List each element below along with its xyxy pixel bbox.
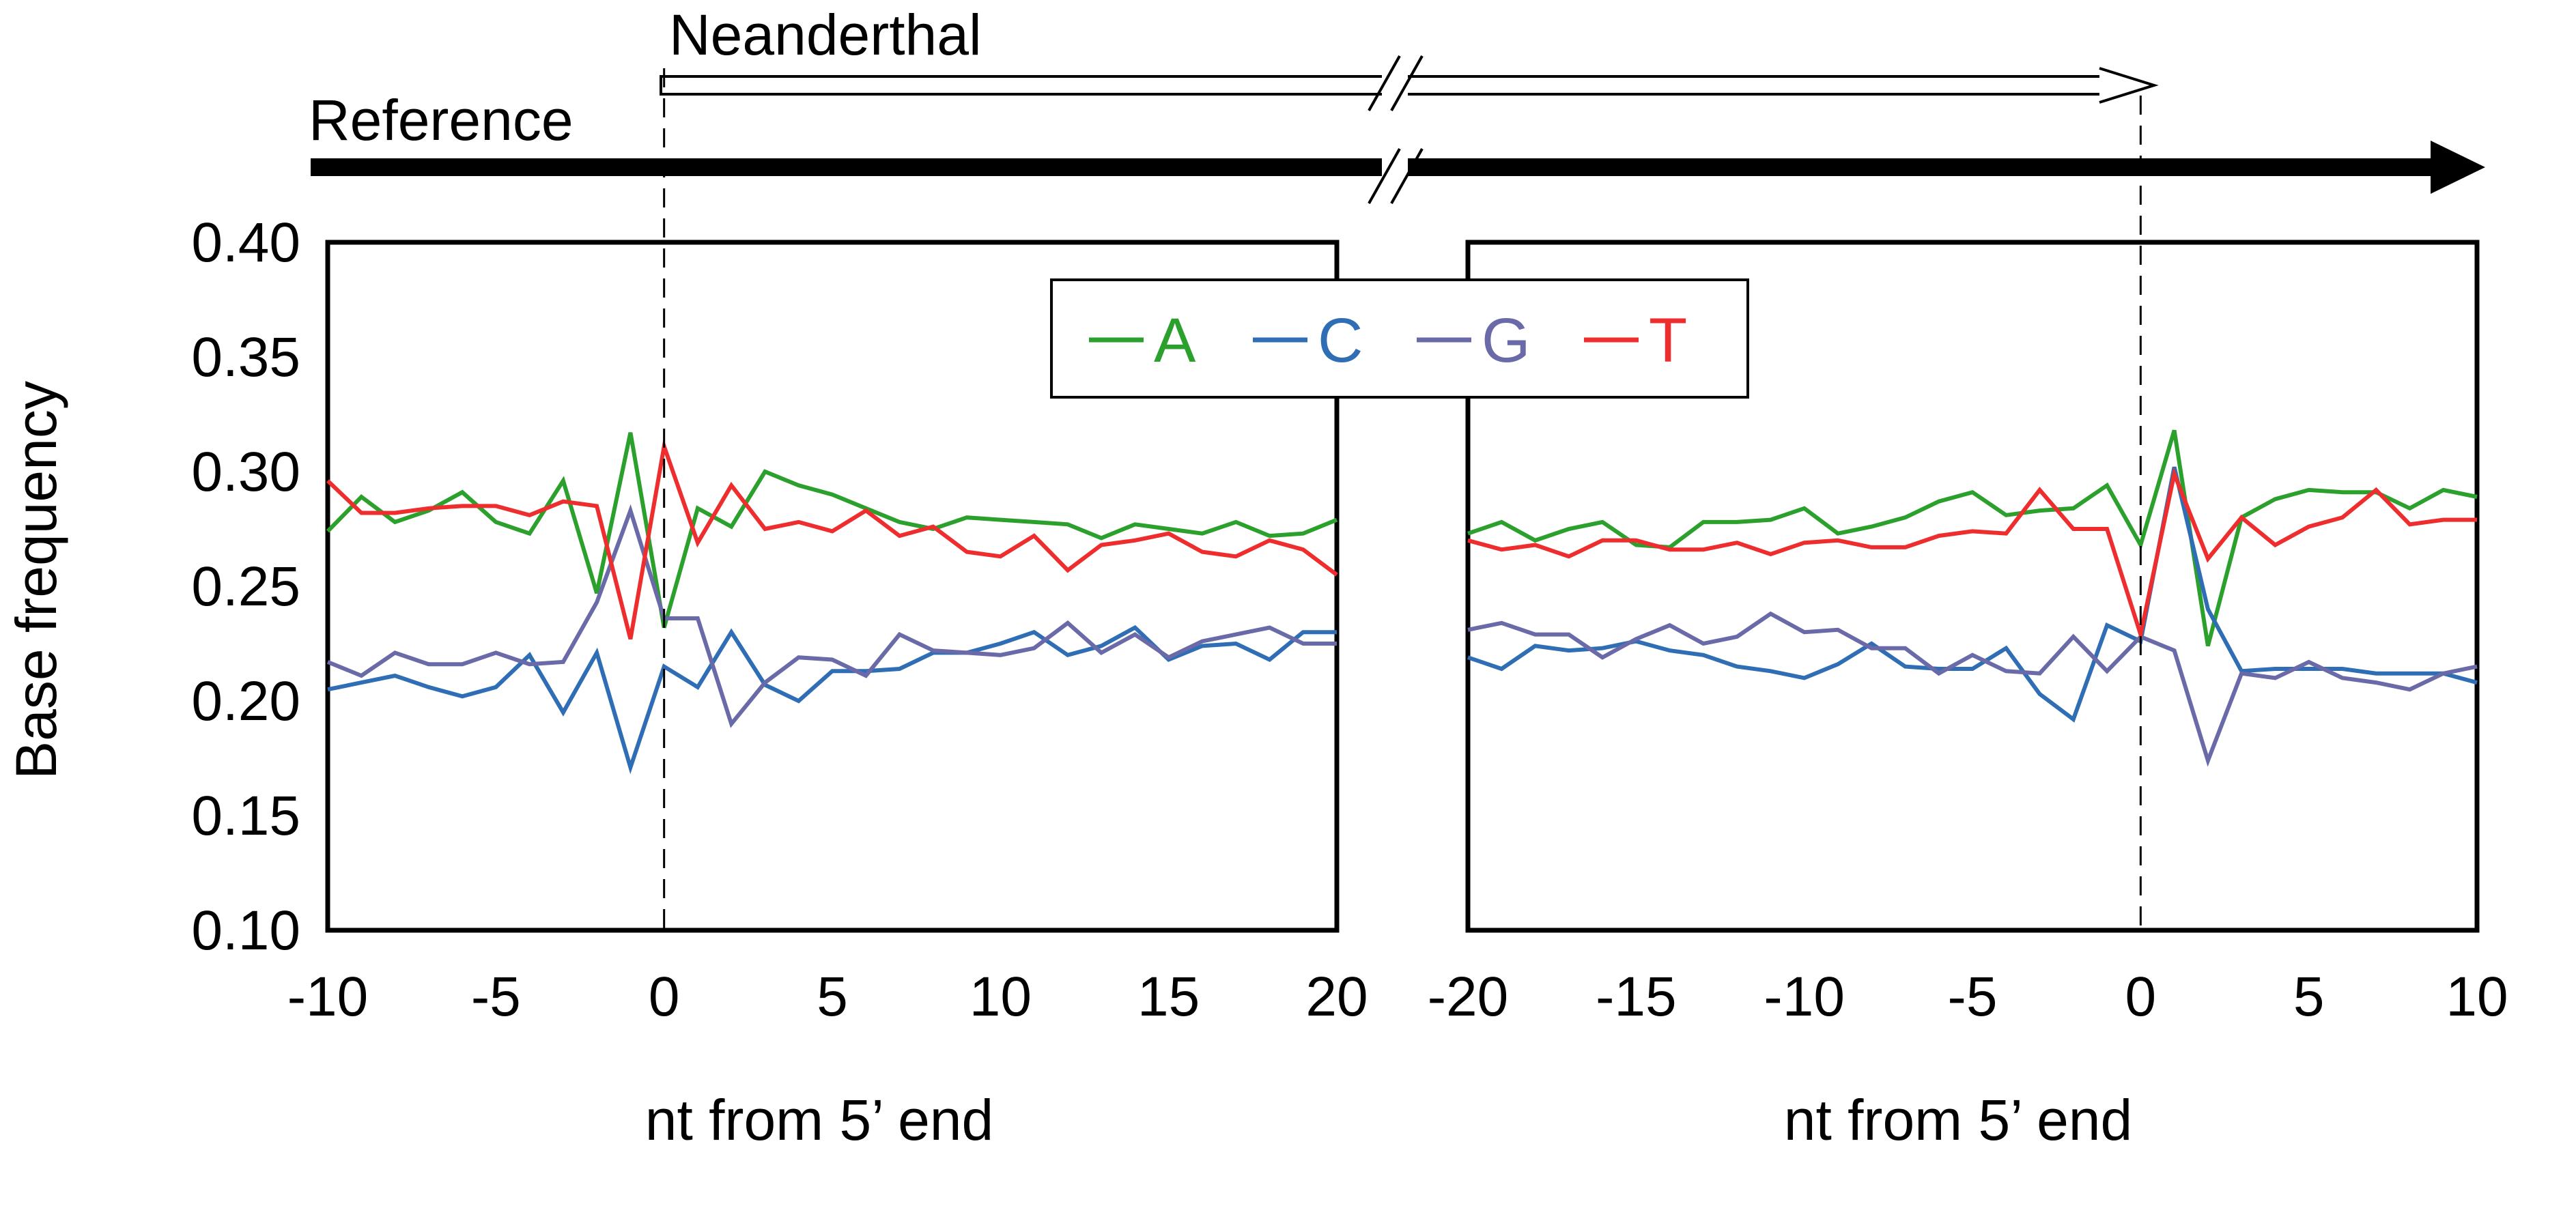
x-tick-label: 5 xyxy=(2293,966,2325,1028)
y-tick-label: 0.20 xyxy=(191,670,300,732)
neanderthal-label: Neanderthal xyxy=(669,3,982,67)
left-panel-frame xyxy=(325,240,1340,933)
y-tick-label: 0.35 xyxy=(191,326,300,388)
right-panel-frame xyxy=(1465,240,2480,933)
legend-label-C: C xyxy=(1318,306,1363,375)
right-series xyxy=(1467,429,2478,767)
break-slash-1 xyxy=(1368,55,1401,111)
left-panel: 0.40 0.35 0.30 0.25 0.20 0.15 0.10 -10 -5 0 5 10 15… xyxy=(191,68,1368,1152)
y-tick-label: 0.10 xyxy=(191,900,300,962)
legend-label-A: A xyxy=(1154,306,1196,375)
x-tick-label: 20 xyxy=(1305,966,1368,1028)
x-tick-label: -15 xyxy=(1596,966,1677,1028)
x-tick-label: 5 xyxy=(817,966,848,1028)
right-x-ticks: -20 -15 -10 -5 0 5 10 xyxy=(1428,966,2508,1028)
series-line-T xyxy=(1467,467,2477,643)
legend-label-G: G xyxy=(1482,306,1531,375)
y-tick-label: 0.25 xyxy=(191,556,300,618)
x-tick-label: 0 xyxy=(649,966,680,1028)
break-slash-3 xyxy=(1368,148,1401,204)
series-line-T xyxy=(326,438,1338,640)
x-tick-label: -5 xyxy=(1948,966,1998,1028)
left-x-axis-label: nt from 5’ end xyxy=(645,1088,993,1152)
right-x-axis-label: nt from 5’ end xyxy=(1784,1088,2132,1152)
x-tick-label: 0 xyxy=(2125,966,2157,1028)
left-series xyxy=(326,432,1338,775)
x-tick-label: -10 xyxy=(287,966,369,1028)
left-y-ticks: 0.40 0.35 0.30 0.25 0.20 0.15 0.10 xyxy=(191,212,300,962)
reference-label: Reference xyxy=(309,88,574,152)
y-tick-label: 0.15 xyxy=(191,785,300,847)
break-slash-4 xyxy=(1390,148,1424,204)
x-tick-label: 10 xyxy=(969,966,1032,1028)
break-gap-top xyxy=(1382,65,1408,106)
x-tick-label: -20 xyxy=(1428,966,1509,1028)
series-line-G xyxy=(326,504,1337,728)
x-tick-label: -10 xyxy=(1764,966,1845,1028)
x-tick-label: 15 xyxy=(1137,966,1200,1028)
reference-arrow-shaft xyxy=(311,158,2441,176)
neanderthal-arrow-head xyxy=(2099,67,2159,104)
series-line-C xyxy=(1467,466,2478,723)
legend-label-T: T xyxy=(1649,306,1687,375)
series-line-A xyxy=(1467,429,2478,647)
series-line-A xyxy=(326,432,1338,629)
y-tick-label: 0.30 xyxy=(191,441,300,503)
x-tick-label: -5 xyxy=(471,966,521,1028)
break-slash-2 xyxy=(1390,55,1424,111)
left-x-ticks: -10 -5 0 5 10 15 20 xyxy=(287,966,1368,1028)
right-panel: -20 -15 -10 -5 0 5 10 nt from 5’ end xyxy=(1428,96,2508,1152)
axis-break xyxy=(1368,55,1424,204)
series-line-G xyxy=(1467,611,2478,767)
y-axis-label: Base frequency xyxy=(4,381,68,779)
reference-arrow-head xyxy=(2431,141,2485,194)
y-tick-label: 0.40 xyxy=(191,212,300,274)
reference-arrow xyxy=(311,141,2485,194)
x-tick-label: 10 xyxy=(2446,966,2508,1028)
